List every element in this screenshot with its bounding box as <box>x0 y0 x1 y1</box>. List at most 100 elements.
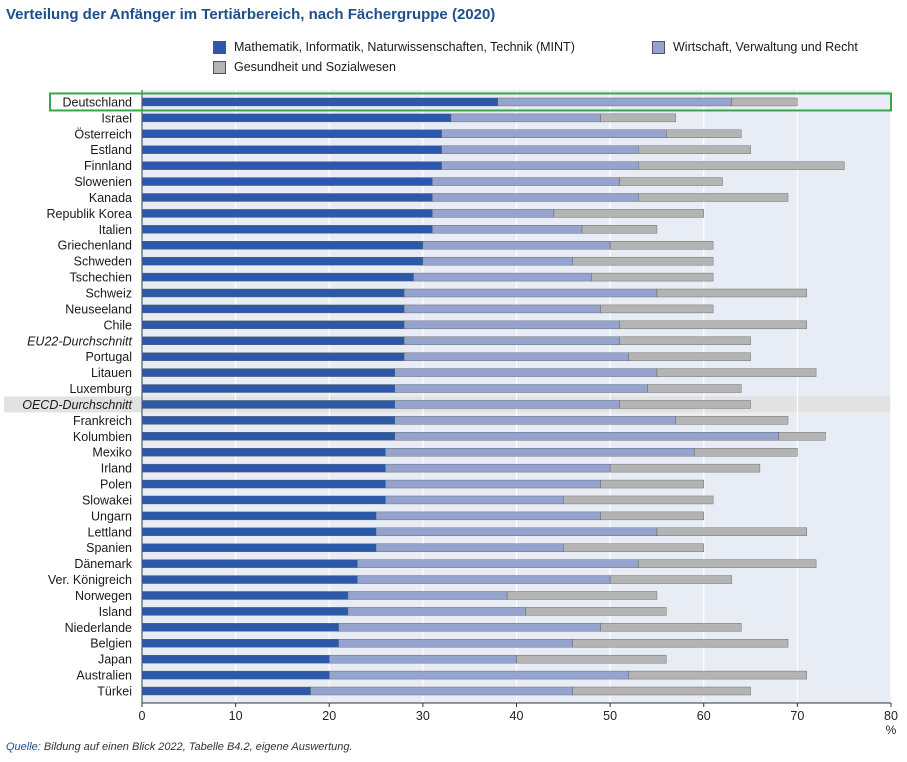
chart-title: Verteilung der Anfänger im Tertiärbereic… <box>6 6 496 23</box>
bar-eu22-durchschnitt-series-2 <box>403 336 620 345</box>
bar-australien-series-3 <box>628 670 807 680</box>
x-axis-unit: % <box>886 723 897 737</box>
category-label-niederlande: Niederlande <box>65 621 132 635</box>
bar-schweden-series-2 <box>422 256 573 266</box>
bar-japan-series-2 <box>329 654 517 664</box>
bar-mexiko-series-2 <box>385 448 695 457</box>
bar-schweiz-series-1 <box>141 288 405 298</box>
bar-kolumbien-series-1 <box>141 432 395 441</box>
bar-danemark-series-2 <box>357 559 639 568</box>
bar-niederlande-series-3 <box>600 623 742 632</box>
bar-israel-series-2 <box>450 113 601 123</box>
bar-estland-series-1 <box>141 145 442 154</box>
bar-eu22-durchschnitt-series-3 <box>619 336 751 345</box>
bar-slowakei-series-3 <box>563 495 714 505</box>
category-label-osterreich: Österreich <box>74 127 132 141</box>
x-tick-label-60: 60 <box>697 709 711 723</box>
bar-australien-series-1 <box>141 670 330 680</box>
category-label-chile: Chile <box>104 318 133 332</box>
category-label-island: Island <box>99 605 132 619</box>
bar-griechenland-series-2 <box>422 241 611 250</box>
bar-ver-konigreich-series-2 <box>357 575 611 584</box>
category-label-israel: Israel <box>101 111 132 125</box>
bar-litauen-series-1 <box>141 368 395 377</box>
x-tick-label-40: 40 <box>510 709 524 723</box>
category-label-italien: Italien <box>99 223 132 237</box>
bar-chile-series-2 <box>403 320 620 330</box>
bar-irland-series-1 <box>141 463 386 473</box>
bar-belgien-series-2 <box>338 639 573 648</box>
x-tick-label-50: 50 <box>603 709 617 723</box>
category-label-danemark: Dänemark <box>74 557 132 571</box>
bar-deutschland-series-2 <box>497 97 733 107</box>
bar-island-series-1 <box>141 607 349 616</box>
bar-kolumbien-series-3 <box>778 432 826 441</box>
legend-swatch-mint <box>213 40 226 54</box>
category-label-kolumbien: Kolumbien <box>73 430 132 444</box>
bar-polen-series-1 <box>141 479 386 489</box>
category-label-slowakei: Slowakei <box>82 493 132 507</box>
bar-oecd-durchschnitt-series-3 <box>619 400 751 409</box>
bar-island-series-2 <box>347 607 527 616</box>
bar-ver-konigreich-series-3 <box>609 575 733 584</box>
category-label-neuseeland: Neuseeland <box>65 302 132 316</box>
bar-litauen-series-2 <box>394 368 658 377</box>
bar-irland-series-2 <box>385 463 611 473</box>
bar-luxemburg-series-3 <box>647 384 742 393</box>
category-label-eu22-durchschnitt: EU22-Durchschnitt <box>27 334 132 348</box>
bar-slowenien-series-3 <box>619 177 723 186</box>
bar-osterreich-series-2 <box>441 129 667 139</box>
legend-label-gesundheit: Gesundheit und Sozialwesen <box>234 60 396 74</box>
bar-republik-korea-series-1 <box>141 209 433 218</box>
bar-danemark-series-3 <box>638 559 817 568</box>
source-note: Quelle: Bildung auf einen Blick 2022, Ta… <box>6 741 353 753</box>
category-label-litauen: Litauen <box>91 366 132 380</box>
bar-osterreich-series-1 <box>141 129 442 139</box>
bar-danemark-series-1 <box>141 559 358 568</box>
highlight-frame-deutschland <box>49 92 892 112</box>
bar-portugal-series-3 <box>628 352 751 361</box>
bar-italien-series-3 <box>581 225 658 234</box>
legend-item-mint: Mathematik, Informatik, Naturwissenschaf… <box>213 40 575 54</box>
bar-turkei-series-2 <box>310 686 573 696</box>
bar-tschechien-series-2 <box>413 272 592 282</box>
bar-lettland-series-2 <box>375 527 658 536</box>
bar-niederlande-series-1 <box>141 623 339 632</box>
bar-deutschland-series-3 <box>731 97 798 107</box>
bar-finnland-series-3 <box>638 161 845 170</box>
category-label-japan: Japan <box>98 653 132 667</box>
bar-norwegen-series-1 <box>141 591 349 600</box>
x-tick-label-70: 70 <box>790 709 804 723</box>
source-text: Bildung auf einen Blick 2022, Tabelle B4… <box>40 741 353 753</box>
bar-spanien-series-3 <box>563 543 704 552</box>
bar-chile-series-1 <box>141 320 405 330</box>
legend-item-gesundheit: Gesundheit und Sozialwesen <box>213 60 396 74</box>
x-tick-label-10: 10 <box>229 709 243 723</box>
bar-estland-series-3 <box>638 145 751 154</box>
category-label-australien: Australien <box>76 669 132 683</box>
bar-oecd-durchschnitt-series-2 <box>394 400 620 409</box>
legend-label-wirtschaft: Wirtschaft, Verwaltung und Recht <box>673 40 858 54</box>
bar-norwegen-series-2 <box>347 591 508 600</box>
category-label-ver-konigreich: Ver. Königreich <box>48 573 132 587</box>
category-label-frankreich: Frankreich <box>73 414 132 428</box>
category-label-schweden: Schweden <box>74 255 132 269</box>
bar-deutschland-series-1 <box>141 97 498 107</box>
bar-kanada-series-3 <box>638 193 789 202</box>
bar-kanada-series-1 <box>141 193 433 202</box>
bar-slowenien-series-1 <box>141 177 433 186</box>
bar-israel-series-1 <box>141 113 452 123</box>
bar-chile-series-3 <box>619 320 807 330</box>
bar-osterreich-series-3 <box>666 129 742 139</box>
category-label-estland: Estland <box>90 143 132 157</box>
bar-italien-series-1 <box>141 225 433 234</box>
category-label-belgien: Belgien <box>90 637 132 651</box>
category-label-schweiz: Schweiz <box>85 287 132 301</box>
bar-irland-series-3 <box>609 463 761 473</box>
category-label-irland: Irland <box>101 462 132 476</box>
category-label-oecd-durchschnitt: OECD-Durchschnitt <box>22 398 132 412</box>
category-label-tschechien: Tschechien <box>69 271 132 285</box>
category-label-slowenien: Slowenien <box>74 175 132 189</box>
bar-estland-series-2 <box>441 145 639 154</box>
bar-tschechien-series-1 <box>141 272 414 282</box>
